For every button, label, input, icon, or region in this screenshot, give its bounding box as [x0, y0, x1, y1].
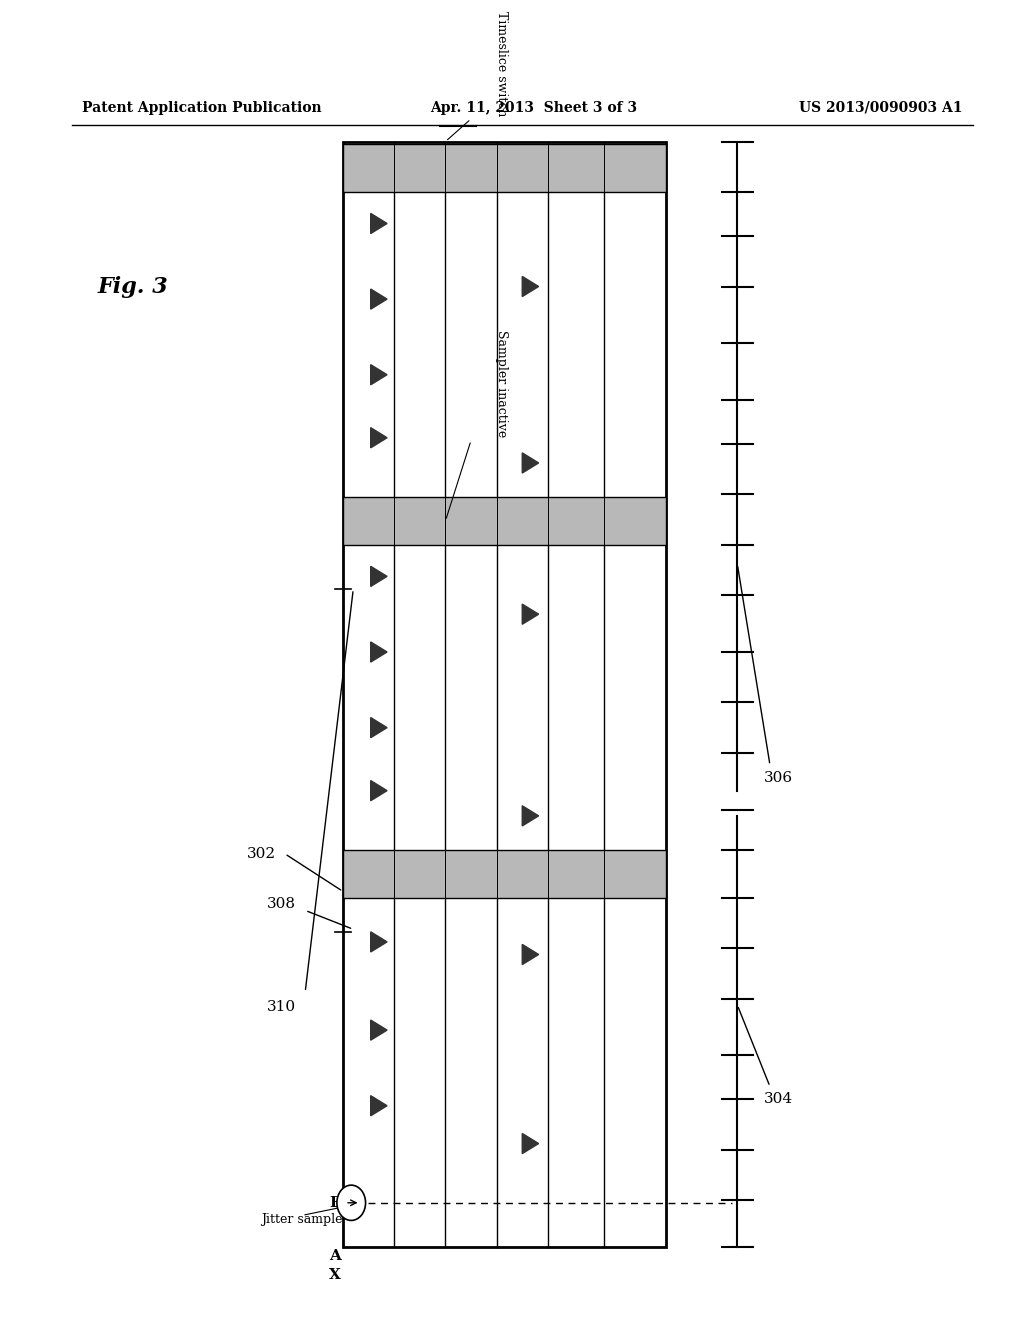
Text: X: X [329, 1267, 341, 1282]
Polygon shape [522, 276, 539, 297]
Bar [343, 141, 666, 1247]
Text: Jitter sample: Jitter sample [261, 1213, 343, 1226]
Polygon shape [371, 932, 387, 952]
Text: US 2013/0090903 A1: US 2013/0090903 A1 [799, 100, 963, 115]
Text: Fig. 3: Fig. 3 [97, 276, 168, 297]
Text: 308: 308 [267, 898, 296, 911]
Polygon shape [522, 605, 539, 624]
Polygon shape [522, 453, 539, 473]
Polygon shape [522, 1134, 539, 1154]
Polygon shape [371, 718, 387, 738]
Text: 304: 304 [764, 1093, 793, 1106]
Polygon shape [371, 780, 387, 801]
Polygon shape [522, 944, 539, 965]
Polygon shape [522, 805, 539, 826]
Polygon shape [371, 428, 387, 447]
Polygon shape [371, 566, 387, 586]
Polygon shape [371, 1096, 387, 1115]
Text: Apr. 11, 2013  Sheet 3 of 3: Apr. 11, 2013 Sheet 3 of 3 [430, 100, 637, 115]
Text: 310: 310 [267, 1001, 296, 1015]
Text: Timeslice switch: Timeslice switch [496, 11, 508, 116]
Bar [343, 498, 666, 545]
Text: A: A [329, 1249, 341, 1263]
Polygon shape [371, 642, 387, 663]
Bar [343, 144, 666, 191]
Polygon shape [371, 1020, 387, 1040]
Text: 306: 306 [764, 771, 793, 785]
Text: Patent Application Publication: Patent Application Publication [82, 100, 322, 115]
Polygon shape [371, 364, 387, 385]
Text: E: E [329, 1196, 341, 1210]
Ellipse shape [337, 1185, 366, 1221]
Polygon shape [371, 289, 387, 309]
Bar [343, 850, 666, 898]
Polygon shape [371, 214, 387, 234]
Text: Sampler inactive: Sampler inactive [496, 330, 508, 438]
Text: 302: 302 [247, 846, 275, 861]
